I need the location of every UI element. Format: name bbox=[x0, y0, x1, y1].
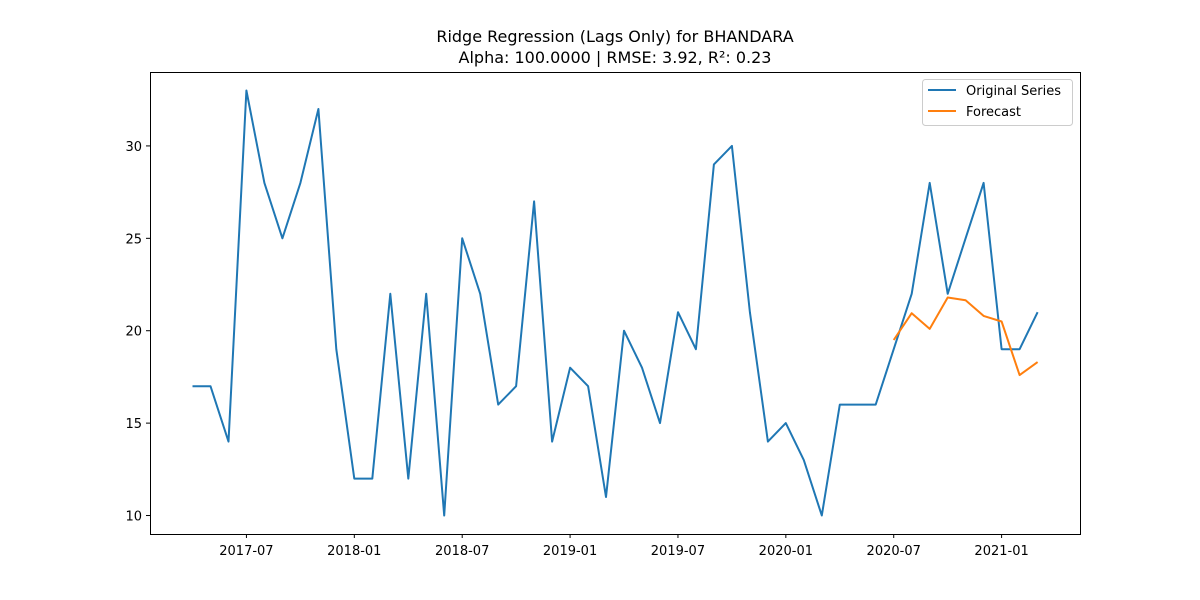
legend-label: Forecast bbox=[966, 105, 1021, 120]
y-tick-label: 20 bbox=[125, 325, 142, 340]
chart-subtitle: Alpha: 100.0000 | RMSE: 3.92, R²: 0.23 bbox=[458, 48, 772, 67]
y-axis: 10 15 20 25 30 bbox=[125, 140, 150, 525]
x-tick-label: 2020-07 bbox=[867, 544, 921, 559]
x-tick-label: 2019-07 bbox=[651, 544, 705, 559]
x-tick-label: 2017-07 bbox=[219, 544, 273, 559]
y-tick-label: 30 bbox=[125, 140, 142, 155]
plot-lines bbox=[192, 89, 1039, 517]
plot-frame bbox=[150, 72, 1081, 535]
legend-label: Original Series bbox=[966, 84, 1061, 99]
y-tick-label: 15 bbox=[125, 417, 142, 432]
x-axis: 2017-07 2018-01 2018-07 2019-01 2019-07 2020-… bbox=[219, 534, 1029, 559]
chart-title: Ridge Regression (Lags Only) for BHANDAR… bbox=[436, 27, 794, 46]
y-tick-label: 10 bbox=[125, 510, 142, 525]
chart-title-block: Ridge Regression (Lags Only) for BHANDAR… bbox=[150, 26, 1080, 68]
series-line-forecast bbox=[892, 296, 1039, 377]
y-tick-label: 25 bbox=[125, 232, 142, 247]
x-tick-label: 2018-07 bbox=[435, 544, 489, 559]
x-tick-label: 2020-01 bbox=[759, 544, 813, 559]
legend: Original Series Forecast bbox=[922, 79, 1073, 126]
x-tick-label: 2019-01 bbox=[543, 544, 597, 559]
x-tick-label: 2018-01 bbox=[327, 544, 381, 559]
series-line-original bbox=[192, 89, 1039, 517]
x-tick-label: 2021-01 bbox=[974, 544, 1028, 559]
legend-box bbox=[922, 79, 1073, 126]
